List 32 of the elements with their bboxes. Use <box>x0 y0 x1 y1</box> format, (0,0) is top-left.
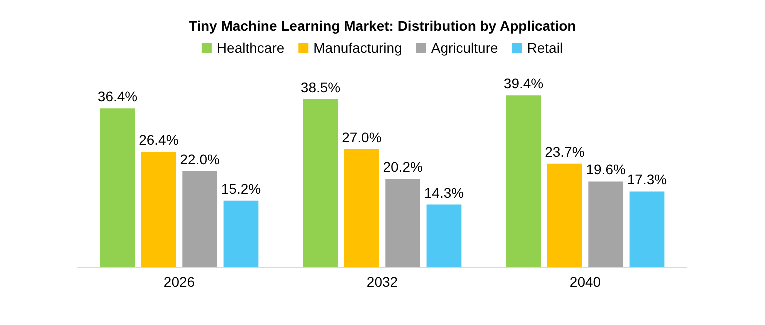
data-label: 23.7% <box>545 144 585 160</box>
x-tick-label: 2026 <box>164 274 196 290</box>
legend-label: Agriculture <box>431 40 498 56</box>
chart-title: Tiny Machine Learning Market: Distribution by Application <box>188 18 576 34</box>
bar <box>386 179 421 267</box>
legend-label: Healthcare <box>216 40 285 56</box>
data-label: 22.0% <box>180 151 220 168</box>
data-label: 39.4% <box>504 76 544 92</box>
data-label: 14.3% <box>424 184 464 201</box>
bar <box>182 171 218 267</box>
legend-label: Manufacturing <box>314 40 402 56</box>
bar <box>506 96 542 267</box>
data-label: 26.4% <box>139 132 179 148</box>
bar <box>630 192 665 267</box>
x-tick-label: 2032 <box>366 274 398 290</box>
data-label: 20.2% <box>383 159 423 176</box>
data-label: 19.6% <box>586 162 626 178</box>
bar <box>344 150 380 267</box>
bar <box>547 164 582 267</box>
data-label: 38.5% <box>300 80 341 96</box>
data-label: 36.4% <box>98 88 138 105</box>
data-label: 27.0% <box>342 130 382 146</box>
legend-label: Retail <box>527 40 564 56</box>
bar <box>588 182 624 267</box>
data-label: 15.2% <box>221 180 262 197</box>
bar <box>303 100 338 267</box>
x-tick-label: 2040 <box>570 274 602 290</box>
bar <box>141 152 176 267</box>
bar <box>426 204 462 267</box>
bar <box>224 200 259 267</box>
data-label: 17.3% <box>627 172 668 188</box>
bar <box>100 108 136 267</box>
